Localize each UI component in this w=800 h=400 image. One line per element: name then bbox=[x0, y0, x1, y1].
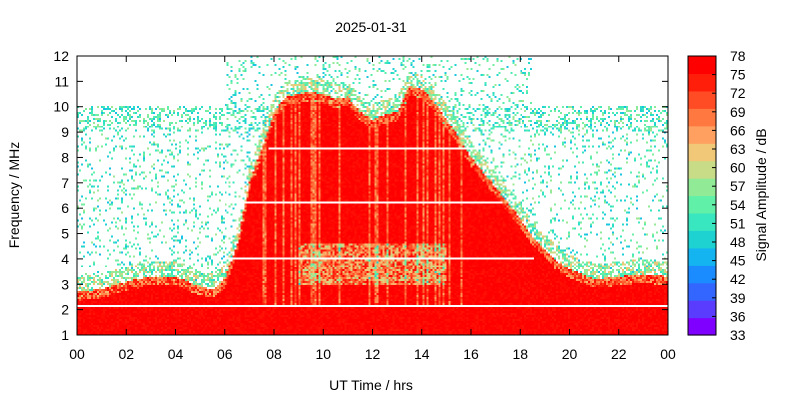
colorbar-segment bbox=[688, 108, 716, 127]
x-tick-label: 10 bbox=[315, 346, 331, 362]
colorbar-tick-label: 36 bbox=[730, 308, 746, 324]
colorbar-segment bbox=[688, 212, 716, 231]
x-tick-label: 00 bbox=[660, 346, 676, 362]
colorbar-segment bbox=[688, 230, 716, 249]
heatmap-plot-area bbox=[77, 56, 668, 335]
x-tick-label: 20 bbox=[562, 346, 578, 362]
colorbar-segment bbox=[688, 282, 716, 301]
colorbar-segment bbox=[688, 317, 716, 336]
x-tick-label: 00 bbox=[69, 346, 85, 362]
colorbar-segment bbox=[688, 178, 716, 197]
x-tick-label: 18 bbox=[512, 346, 528, 362]
colorbar-segment bbox=[688, 125, 716, 144]
x-tick-label: 04 bbox=[168, 346, 184, 362]
x-axis-label: UT Time / hrs bbox=[329, 377, 413, 393]
colorbar-tick-label: 78 bbox=[730, 48, 746, 64]
y-tick-label: 2 bbox=[61, 302, 69, 318]
colorbar-tick-label: 42 bbox=[730, 271, 746, 287]
colorbar-tick-label: 45 bbox=[730, 253, 746, 269]
colorbar-segment bbox=[688, 300, 716, 319]
colorbar-tick-label: 72 bbox=[730, 85, 746, 101]
y-tick-label: 7 bbox=[61, 175, 69, 191]
y-tick-label: 6 bbox=[61, 200, 69, 216]
colorbar-segment bbox=[688, 195, 716, 214]
colorbar-tick-label: 63 bbox=[730, 141, 746, 157]
colorbar-label: Signal Amplitude / dB bbox=[753, 128, 769, 261]
y-tick-label: 4 bbox=[61, 251, 69, 267]
x-tick-label: 16 bbox=[463, 346, 479, 362]
y-tick-label: 12 bbox=[53, 48, 69, 64]
colorbar-segment bbox=[688, 247, 716, 266]
colorbar-tick-label: 51 bbox=[730, 215, 746, 231]
y-tick-label: 8 bbox=[61, 149, 69, 165]
x-tick-label: 14 bbox=[414, 346, 430, 362]
y-tick-label: 5 bbox=[61, 226, 69, 242]
colorbar-tick-label: 33 bbox=[730, 327, 746, 343]
colorbar-tick-label: 69 bbox=[730, 104, 746, 120]
y-tick-label: 10 bbox=[53, 99, 69, 115]
colorbar-tick-label: 66 bbox=[730, 122, 746, 138]
colorbar-segment bbox=[688, 160, 716, 179]
x-axis-ticks: 00 02 04 06 08 10 12 14 16 18 20 22 00 bbox=[69, 56, 676, 362]
y-tick-label: 11 bbox=[54, 73, 69, 89]
colorbar: 33 36 39 42 45 48 51 54 57 60 63 66 69 72 75 78 bbox=[687, 48, 746, 343]
y-tick-label: 3 bbox=[61, 276, 69, 292]
x-tick-label: 08 bbox=[266, 346, 282, 362]
y-axis-label: Frequency / MHz bbox=[6, 142, 22, 249]
colorbar-tick-label: 60 bbox=[730, 160, 746, 176]
colorbar-tick-label: 39 bbox=[730, 290, 746, 306]
x-tick-label: 06 bbox=[217, 346, 233, 362]
colorbar-segment bbox=[688, 56, 716, 75]
colorbar-frame bbox=[687, 55, 717, 336]
x-tick-label: 12 bbox=[365, 346, 381, 362]
colorbar-tick-label: 57 bbox=[730, 178, 746, 194]
colorbar-tick-label: 75 bbox=[730, 67, 746, 83]
heatmap-image bbox=[77, 56, 668, 335]
colorbar-tick-label: 54 bbox=[730, 197, 746, 213]
x-tick-label: 22 bbox=[611, 346, 627, 362]
y-tick-label: 1 bbox=[61, 327, 69, 343]
colorbar-segment bbox=[688, 265, 716, 284]
colorbar-segment bbox=[688, 73, 716, 92]
colorbar-tick-label: 48 bbox=[730, 234, 746, 250]
x-tick-label: 02 bbox=[118, 346, 134, 362]
chart-title: 2025-01-31 bbox=[335, 19, 407, 35]
colorbar-segment bbox=[688, 143, 716, 162]
colorbar-segment bbox=[688, 90, 716, 109]
y-tick-label: 9 bbox=[61, 124, 69, 140]
